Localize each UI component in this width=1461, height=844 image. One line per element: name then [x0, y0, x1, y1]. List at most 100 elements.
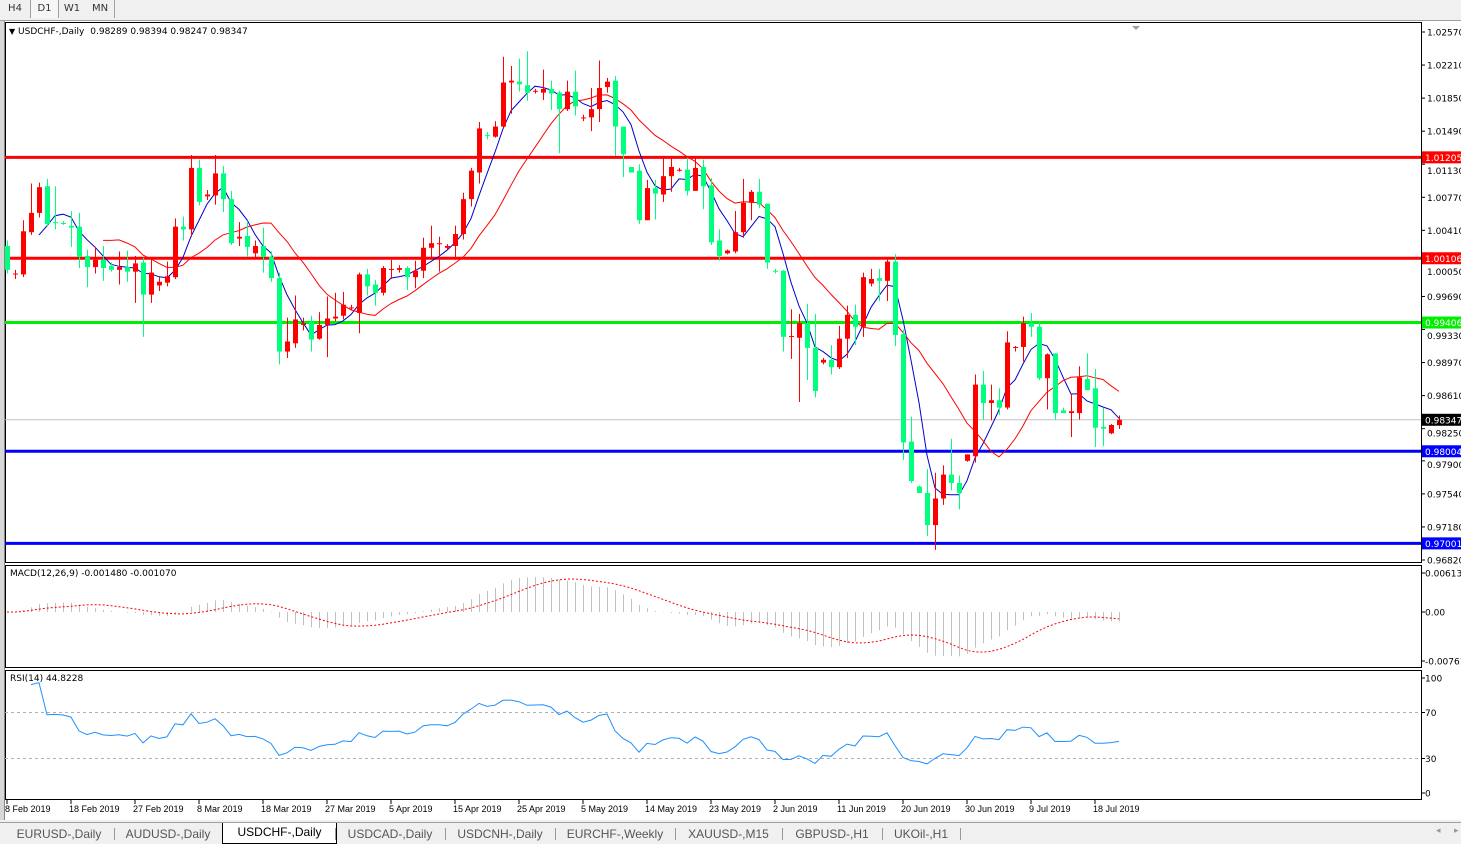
candle-body	[389, 268, 394, 270]
price-tick-label: 0.97180	[1427, 523, 1461, 533]
candle-body	[797, 323, 802, 338]
chart-tab[interactable]: USDCAD-,Daily	[347, 827, 433, 841]
candle-body	[293, 319, 298, 344]
candle	[1069, 393, 1074, 437]
candle-body	[829, 359, 834, 368]
candle	[397, 265, 402, 273]
scroll-right-icon[interactable]: ▸	[1454, 826, 1459, 836]
candle	[389, 259, 394, 280]
chart-left-border	[0, 21, 5, 820]
candle-body	[461, 199, 466, 235]
candle	[181, 216, 186, 241]
candle	[869, 268, 874, 287]
chart-tab[interactable]: USDCHF-,Daily	[222, 823, 337, 844]
candle	[1101, 407, 1106, 447]
candle	[845, 305, 850, 358]
candle-body	[733, 232, 738, 252]
candle-body	[101, 259, 106, 268]
price-tick-label: 1.01490	[1427, 128, 1461, 138]
timeframe-d1-button[interactable]: D1	[30, 0, 59, 18]
candle-body	[701, 166, 706, 187]
candle	[757, 178, 762, 209]
timeframe-w1-button[interactable]: W1	[63, 3, 81, 14]
candle-body	[1093, 388, 1098, 428]
candle	[1077, 366, 1082, 420]
candle-body	[613, 80, 618, 127]
chart-tab[interactable]: EURUSD-,Daily	[16, 827, 102, 841]
candle-body	[29, 212, 34, 233]
collapse-triangle-icon[interactable]: ▼	[9, 27, 16, 36]
candle	[341, 291, 346, 320]
candle	[525, 51, 530, 101]
chart-tab[interactable]: XAUUSD-,M15	[688, 827, 769, 841]
candle-body	[5, 245, 10, 270]
candle-body	[245, 235, 250, 247]
chart-tab[interactable]: UKOil-,H1	[893, 827, 948, 841]
date-tick-label: 30 Jun 2019	[965, 804, 1015, 814]
candle-body	[861, 277, 866, 327]
candle-body	[981, 384, 986, 403]
candle-body	[325, 318, 330, 325]
candle-body	[1029, 323, 1034, 327]
chart-shift-marker-icon[interactable]	[1132, 26, 1140, 30]
candle	[837, 325, 842, 370]
candle	[1053, 353, 1058, 420]
candle	[885, 257, 890, 302]
tab-separator	[782, 828, 783, 840]
candle-body	[725, 250, 730, 254]
candle-body	[333, 316, 338, 319]
rsi-title: RSI(14) 44.8228	[10, 674, 84, 684]
candle-body	[1045, 354, 1050, 379]
moving-average-line	[103, 94, 1120, 458]
candle	[5, 240, 10, 274]
chart-tab[interactable]: AUDUSD-,Daily	[125, 827, 211, 841]
candle	[557, 90, 562, 154]
candle-body	[221, 173, 226, 200]
chart-tab[interactable]: GBPUSD-,H1	[795, 827, 869, 841]
candle	[21, 220, 26, 278]
level-price-label: 0.97001	[1425, 540, 1461, 550]
chart-window[interactable]	[0, 21, 1461, 820]
candle	[781, 269, 786, 352]
candle-body	[757, 191, 762, 205]
price-tick-label: 1.00050	[1427, 268, 1461, 278]
candle-body	[21, 231, 26, 275]
candle	[349, 304, 354, 311]
timeframe-mn-button[interactable]: MN	[86, 0, 115, 18]
candle-body	[453, 234, 458, 246]
candle	[949, 438, 954, 491]
candle-body	[1037, 326, 1042, 379]
rsi-tick-label: 0	[1425, 790, 1431, 800]
timeframe-toolbar: H4 D1 W1 MN	[0, 0, 1461, 21]
candle-body	[141, 262, 146, 295]
candle-body	[821, 359, 826, 363]
candle-body	[765, 203, 770, 263]
candle	[421, 237, 426, 279]
candle	[661, 157, 666, 202]
candle	[669, 156, 674, 192]
candle	[709, 178, 714, 246]
candle-body	[237, 236, 242, 239]
candle	[1085, 353, 1090, 391]
date-tick-label: 27 Mar 2019	[325, 804, 376, 814]
timeframe-h4-button[interactable]: H4	[8, 3, 22, 14]
chart-tab[interactable]: EURCHF-,Weekly	[566, 827, 664, 841]
candle	[101, 245, 106, 281]
candle-body	[813, 347, 818, 392]
candle	[117, 251, 122, 285]
candle-body	[957, 482, 962, 493]
candle	[293, 295, 298, 348]
candle-body	[261, 245, 266, 257]
level-price-badge	[1422, 252, 1461, 265]
date-tick-label: 2 Jun 2019	[773, 804, 818, 814]
candle-body	[909, 441, 914, 482]
tab-separator	[445, 828, 446, 840]
chart-tab[interactable]: USDCNH-,Daily	[457, 827, 543, 841]
scroll-left-icon[interactable]: ◂	[1436, 826, 1441, 836]
candle	[501, 56, 506, 128]
candle-body	[837, 338, 842, 368]
candle	[957, 475, 962, 510]
candle-body	[637, 170, 642, 221]
